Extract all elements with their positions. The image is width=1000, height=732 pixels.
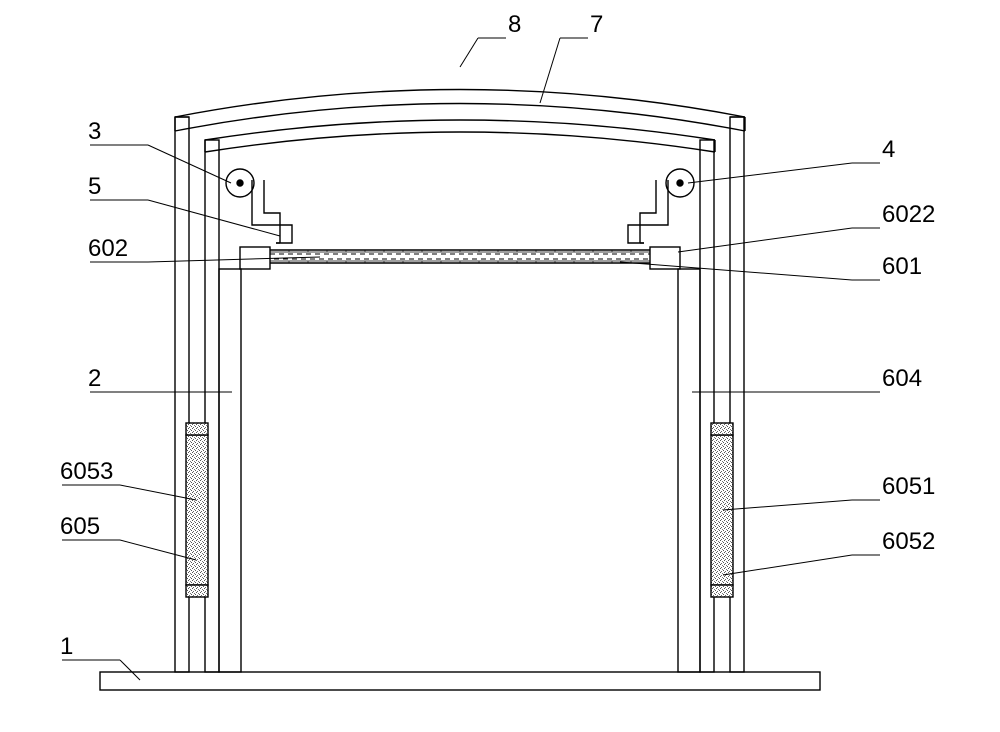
callout-label: 7 xyxy=(590,11,603,38)
callout-label: 6051 xyxy=(882,473,935,500)
callout-label: 5 xyxy=(88,173,101,200)
callout-label: 6052 xyxy=(882,528,935,555)
callout-label: 8 xyxy=(508,11,521,38)
callout-label: 604 xyxy=(882,365,922,392)
callout-label: 2 xyxy=(88,365,101,392)
callout-label: 6053 xyxy=(60,458,113,485)
callout-label: 601 xyxy=(882,253,922,280)
callout-label: 602 xyxy=(88,235,128,262)
callout-label: 1 xyxy=(60,633,73,660)
callout-label: 605 xyxy=(60,513,100,540)
callout-label: 6022 xyxy=(882,201,935,228)
callout-label: 4 xyxy=(882,136,895,163)
callout-label: 3 xyxy=(88,118,101,145)
